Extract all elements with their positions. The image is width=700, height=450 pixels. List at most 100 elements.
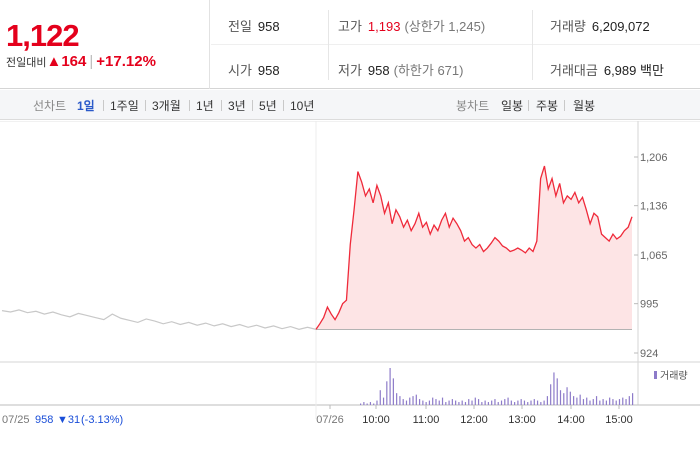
volume-bar	[520, 399, 522, 405]
tab-weekly-candle[interactable]: 주봉	[536, 99, 559, 113]
quote-panel: 1,122 전일대비▲164 | +17.12% 전일 958 고가 1,193 (상한가…	[0, 0, 700, 89]
volume-bar	[540, 402, 542, 405]
volume-bar	[523, 400, 526, 405]
tab-divider	[103, 100, 104, 111]
change-summary: 전일대비▲164 | +17.12%	[6, 53, 156, 70]
volume-bar	[471, 400, 473, 405]
volume-bar	[609, 397, 611, 405]
volume-bar	[615, 400, 617, 405]
volume-bar	[543, 400, 545, 405]
tab-3m[interactable]: 3개월	[152, 99, 181, 113]
chart-areas	[316, 166, 632, 330]
change-separator: |	[89, 53, 94, 70]
previous-day-date: 07/25	[2, 414, 30, 426]
volume-bar	[510, 400, 512, 405]
volume-bar	[625, 399, 627, 405]
tab-1y[interactable]: 1년	[196, 99, 214, 113]
tab-divider	[528, 100, 529, 111]
x-tick-label: 15:00	[605, 414, 633, 426]
stats-divider	[532, 10, 533, 80]
volume-bar	[379, 390, 381, 405]
volume-bar	[599, 400, 601, 405]
price-summary: 1,122 전일대비▲164 | +17.12%	[0, 0, 210, 89]
volume-bar	[373, 403, 375, 405]
change-value: 164	[61, 53, 87, 70]
volume-bar	[477, 399, 480, 405]
stat-open: 시가 958	[228, 63, 280, 78]
stats-divider-horizontal	[211, 44, 700, 45]
volume-bar	[481, 402, 483, 405]
volume-bars	[360, 368, 657, 405]
volume-bar	[412, 396, 414, 405]
previous-day-line	[1, 309, 317, 330]
volume-bar	[533, 399, 535, 405]
tab-daily-candle[interactable]: 일봉	[501, 99, 524, 113]
volume-bar	[464, 402, 467, 405]
volume-bar	[448, 400, 450, 405]
tab-1d[interactable]: 1일	[77, 99, 95, 113]
y-tick-label: 1,136	[640, 201, 668, 213]
volume-bar	[504, 399, 506, 405]
volume-bar	[405, 400, 408, 405]
tab-divider	[189, 100, 190, 111]
volume-bar	[569, 391, 571, 405]
volume-bar	[366, 403, 368, 405]
tab-5y[interactable]: 5년	[259, 99, 277, 113]
today-area-fill	[316, 166, 632, 330]
volume-bar	[546, 396, 548, 405]
volume-bar	[612, 399, 614, 405]
stat-low: 저가 958 (하한가 671)	[338, 63, 464, 78]
volume-bar	[487, 402, 490, 405]
x-tick-label: 07/26	[316, 414, 344, 426]
volume-bar	[432, 397, 434, 405]
tab-divider	[145, 100, 146, 111]
volume-bar	[618, 399, 621, 405]
volume-bar	[573, 396, 575, 405]
tab-divider	[564, 100, 565, 111]
volume-bar	[376, 400, 378, 405]
x-tick-label: 12:00	[460, 414, 488, 426]
volume-bar	[559, 390, 562, 405]
volume-bar	[455, 400, 457, 405]
change-rate: +17.12%	[96, 53, 156, 70]
stat-volume: 거래량 6,209,072	[550, 19, 650, 34]
candle-chart-label: 봉차트	[456, 99, 490, 113]
volume-bar	[497, 402, 499, 405]
volume-bar	[491, 400, 493, 405]
volume-bar	[369, 402, 372, 405]
volume-bar	[514, 402, 516, 405]
tab-1w[interactable]: 1주일	[110, 99, 139, 113]
x-tick-label: 13:00	[508, 414, 536, 426]
tab-3y[interactable]: 3년	[228, 99, 246, 113]
chart-tabs: 선차트 1일 1주일 3개월 1년 3년 5년 10년 봉차트 일봉 주봉 월봉	[0, 90, 700, 120]
volume-bar	[553, 372, 555, 405]
tab-divider	[221, 100, 222, 111]
up-arrow-icon: ▲	[46, 53, 62, 70]
volume-bar	[435, 399, 437, 405]
volume-bar	[441, 397, 444, 405]
volume-bar	[451, 399, 453, 405]
volume-bar	[628, 396, 630, 405]
volume-bar	[360, 403, 362, 405]
volume-bar	[536, 400, 539, 405]
volume-bar	[556, 378, 558, 405]
volume-bar	[386, 381, 388, 405]
previous-day-rate: (-3.13%)	[81, 414, 123, 426]
volume-bar	[445, 402, 447, 405]
volume-bar	[595, 396, 598, 405]
y-tick-label: 1,206	[640, 152, 668, 164]
volume-bar	[605, 400, 607, 405]
volume-bar	[632, 393, 634, 405]
volume-bar	[622, 397, 624, 405]
x-tick-label: 14:00	[557, 414, 585, 426]
volume-bar	[507, 397, 509, 405]
tab-10y[interactable]: 10년	[290, 99, 315, 113]
volume-bar	[399, 396, 401, 405]
today-price-line	[315, 165, 633, 330]
volume-bar	[582, 399, 585, 405]
tab-monthly-candle[interactable]: 월봉	[573, 99, 596, 113]
volume-bar	[389, 368, 391, 405]
volume-legend-swatch	[654, 371, 657, 379]
current-price: 1,122	[6, 18, 80, 53]
